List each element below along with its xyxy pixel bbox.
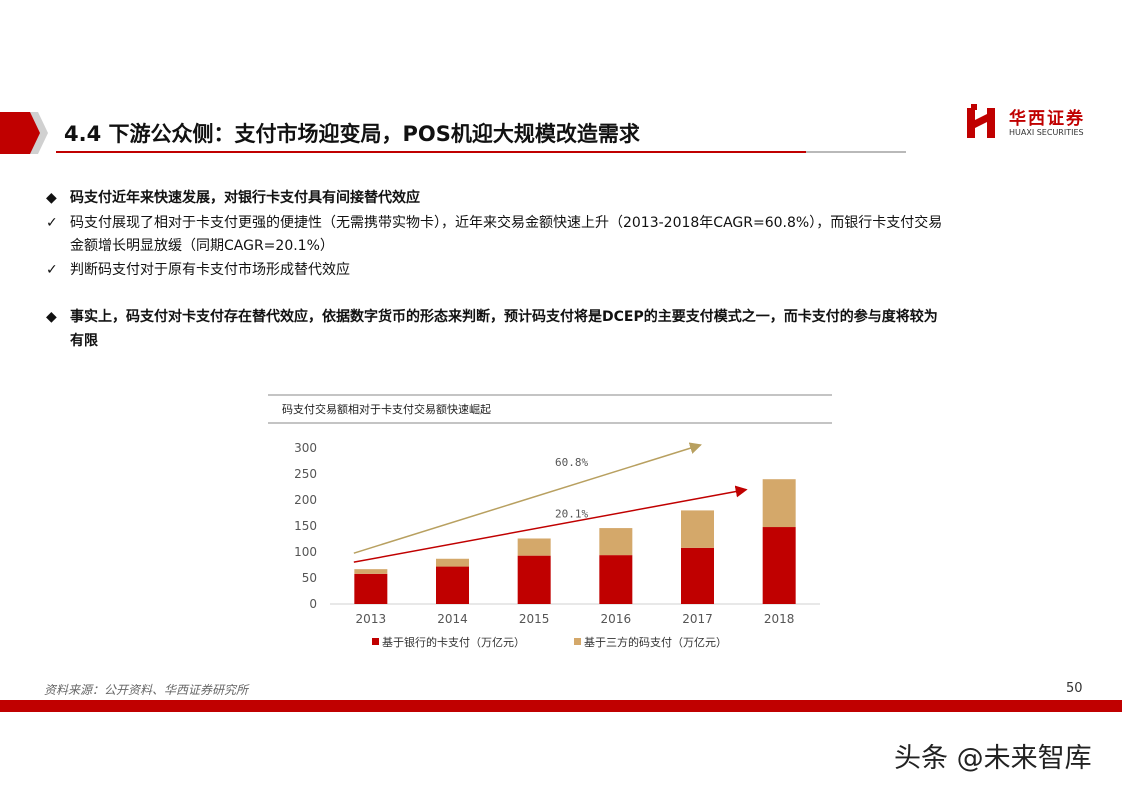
x-tick-label: 2014 (437, 612, 468, 626)
cagr-label-card: 20.1% (555, 508, 588, 521)
legend-label: 基于三方的码支付（万亿元） (584, 635, 727, 649)
bar-card-payment (436, 566, 469, 604)
y-tick-label: 200 (294, 493, 317, 507)
bullet-1-text: 码支付近年来快速发展，对银行卡支付具有间接替代效应 (70, 190, 420, 206)
y-tick-label: 300 (294, 441, 317, 455)
check-1-text-line1: 码支付展现了相对于卡支付更强的便捷性（无需携带实物卡），近年来交易金额快速上升（… (70, 215, 943, 231)
check-point-2: ✓ 判断码支付对于原有卡支付市场形成替代效应 (46, 258, 350, 282)
x-tick-label: 2018 (764, 612, 795, 626)
bar-code-payment (354, 569, 388, 574)
trend-arrow-code-payment (353, 442, 702, 554)
bar-code-payment (762, 479, 796, 528)
page-number: 50 (1066, 681, 1083, 696)
y-tick-label: 50 (302, 571, 317, 585)
bullet-2-text-line2: 有限 (70, 333, 98, 349)
company-logo: 华西证券 HUAXI SECURITIES (965, 104, 1105, 144)
bar-code-payment (681, 510, 714, 548)
y-tick-label: 150 (294, 519, 317, 533)
page-title: 4.4 下游公众侧：支付市场迎变局，POS机迎大规模改造需求 (64, 122, 640, 146)
bar-card-payment (517, 555, 551, 604)
checkmark-icon: ✓ (46, 262, 58, 278)
chart-title: 码支付交易额相对于卡支付交易额快速崛起 (282, 402, 491, 416)
bar-code-payment (599, 528, 633, 556)
x-tick-label: 2017 (682, 612, 713, 626)
x-tick-label: 2016 (601, 612, 632, 626)
bar-card-payment (681, 547, 714, 604)
legend-swatch (574, 638, 581, 645)
y-tick-label: 100 (294, 545, 317, 559)
x-tick-label: 2013 (356, 612, 387, 626)
bullet-2-text-line1: 事实上，码支付对卡支付存在替代效应，依据数字货币的形态来判断，预计码支付将是DC… (70, 309, 938, 325)
trend-arrow-card-payment (353, 485, 748, 563)
chart-container: 码支付交易额相对于卡支付交易额快速崛起 0 50 100 150 200 250 300 201… (268, 393, 832, 663)
bar-code-payment (517, 538, 551, 556)
stacked-bar-chart: 码支付交易额相对于卡支付交易额快速崛起 0 50 100 150 200 250 300 201… (268, 394, 832, 649)
diamond-bullet-icon: ◆ (46, 309, 57, 325)
legend-label: 基于银行的卡支付（万亿元） (382, 635, 525, 649)
footer-bar (0, 700, 1122, 712)
bullet-point-1: ◆ 码支付近年来快速发展，对银行卡支付具有间接替代效应 (46, 186, 420, 210)
source-note: 资料来源：公开资料、华西证券研究所 (44, 683, 249, 697)
check-1-text-line2: 金额增长明显放缓（同期CAGR=20.1%） (70, 238, 334, 254)
huaxi-logo-icon (967, 104, 995, 138)
title-tab-decoration (0, 112, 48, 154)
check-2-text: 判断码支付对于原有卡支付市场形成替代效应 (70, 262, 350, 278)
x-tick-label: 2015 (519, 612, 550, 626)
legend-swatch (372, 638, 379, 645)
check-point-1: ✓ 码支付展现了相对于卡支付更强的便捷性（无需携带实物卡），近年来交易金额快速上升… (46, 211, 942, 235)
checkmark-icon: ✓ (46, 215, 58, 231)
logo-text-cn: 华西证券 (1009, 109, 1085, 129)
diamond-bullet-icon: ◆ (46, 190, 57, 206)
y-tick-label: 0 (309, 597, 317, 611)
bar-code-payment (436, 558, 469, 567)
y-tick-label: 250 (294, 467, 317, 481)
bar-card-payment (354, 573, 388, 604)
bar-card-payment (762, 527, 796, 604)
logo-text-en: HUAXI SECURITIES (1009, 128, 1084, 137)
bullet-point-2: ◆ 事实上，码支付对卡支付存在替代效应，依据数字货币的形态来判断，预计码支付将是D… (46, 305, 938, 329)
bar-card-payment (599, 555, 633, 604)
title-divider (56, 151, 806, 153)
watermark-text: 头条 @未来智库 (894, 743, 1092, 774)
cagr-label-code: 60.8% (555, 456, 588, 469)
title-divider-gray (806, 151, 906, 153)
